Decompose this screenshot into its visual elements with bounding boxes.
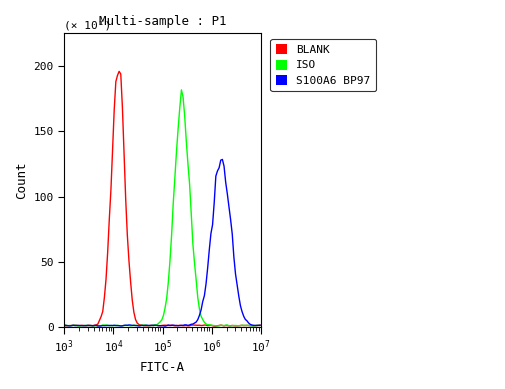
Title: Multi-sample : P1: Multi-sample : P1 <box>98 15 226 28</box>
Legend: BLANK, ISO, S100A6 BP97: BLANK, ISO, S100A6 BP97 <box>270 39 375 91</box>
Y-axis label: Count: Count <box>15 161 28 199</box>
X-axis label: FITC-A: FITC-A <box>140 361 185 374</box>
Text: (× 10¹): (× 10¹) <box>64 20 111 30</box>
